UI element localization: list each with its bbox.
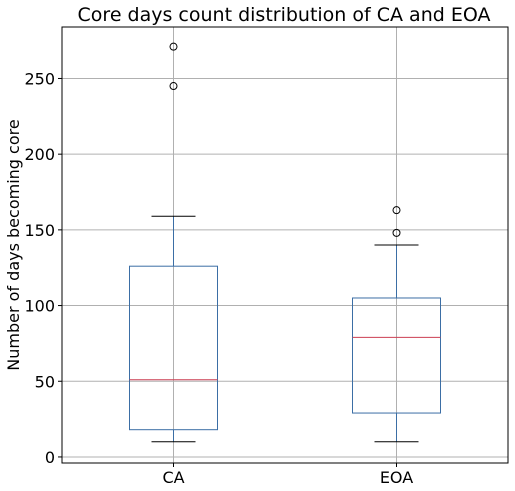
chart-title: Core days count distribution of CA and E… (78, 4, 491, 26)
iqr-box (352, 297, 441, 414)
outlier-point (169, 42, 178, 51)
iqr-box (129, 265, 218, 431)
box-ca (129, 42, 218, 443)
y-tick-label: 200 (24, 145, 55, 164)
plot-layer (129, 42, 441, 443)
y-tick-label: 150 (24, 221, 55, 240)
plot-frame (61, 26, 509, 464)
y-tick-label: 50 (35, 372, 55, 391)
x-tick-label: CA (162, 468, 184, 487)
outlier-point (392, 206, 401, 215)
y-axis-label: Number of days becoming core (4, 119, 23, 370)
grid-layer (62, 27, 508, 463)
x-tick-label: EOA (380, 468, 413, 487)
y-tick-label: 0 (45, 448, 55, 467)
y-tick-label: 100 (24, 297, 55, 316)
y-tick-label: 250 (24, 69, 55, 88)
outlier-point (169, 82, 178, 91)
box-eoa (352, 206, 441, 443)
outlier-point (392, 228, 401, 237)
tick-layer: 0 50 100 150 200 250 CA EOA (24, 69, 413, 487)
